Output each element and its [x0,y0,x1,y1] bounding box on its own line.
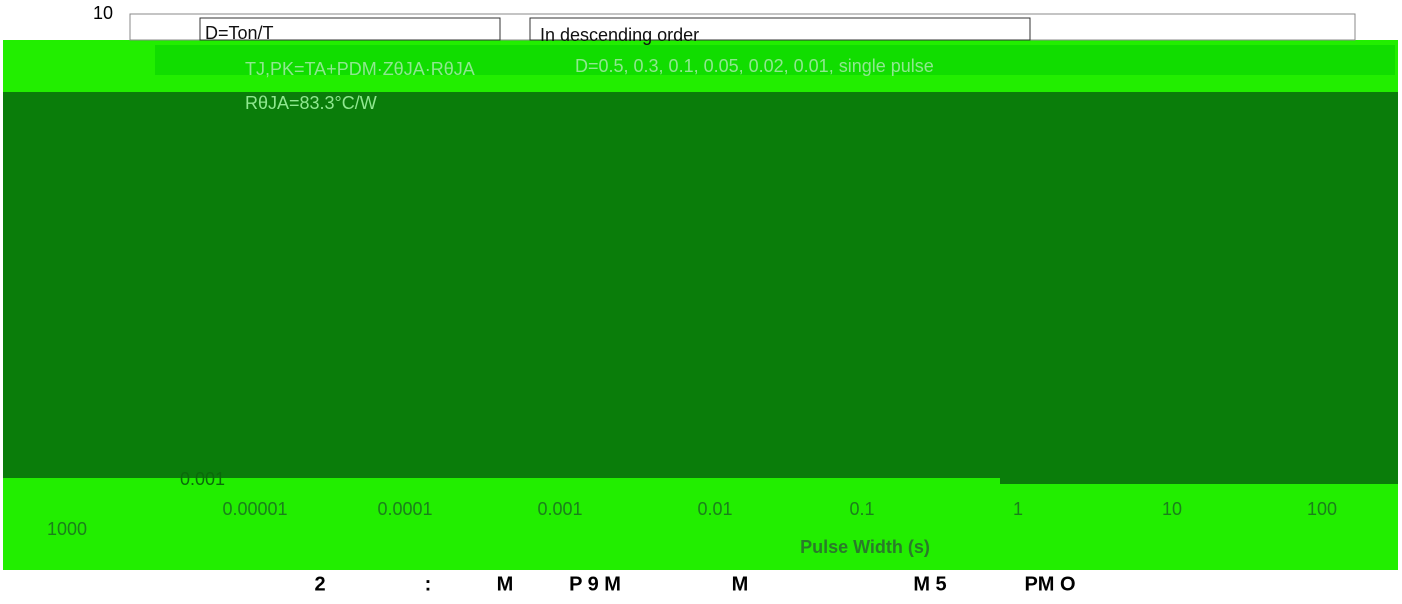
caption-text: M [732,573,749,595]
x-ticks: 0.00001 0.0001 0.001 0.01 0.1 1 10 100 [222,499,1337,519]
x-axis-title: Pulse Width (s) [800,537,930,557]
legend-text: RθJA=83.3°C/W [245,93,377,113]
axis-strip [1000,478,1398,484]
x-tick-label: 0.1 [849,499,874,519]
legend-text: D=Ton/T [205,23,274,43]
x-tick-label: 1 [1013,499,1023,519]
x-tick-label: 10 [1162,499,1182,519]
legend-text: TJ,PK=TA+PDM·ZθJA·RθJA [245,59,475,79]
x-tick-label: 100 [1307,499,1337,519]
caption-text: P 9 M [569,573,621,595]
caption-text: M 5 [913,573,946,595]
caption: 2: M P 9 M M M 5 PM O [314,573,1075,595]
caption-text: : [425,573,432,595]
y-tick-label: 10 [93,3,113,23]
x-tick-label: 0.001 [537,499,582,519]
plot-area [3,92,1398,478]
x-tick-label: 0.00001 [222,499,287,519]
x-tick-label: 0.0001 [377,499,432,519]
y-tick-label: 1000 [47,519,87,539]
legend-box [199,17,501,41]
legend-box [529,17,1031,41]
x-tick-label: 0.01 [697,499,732,519]
legend-text: In descending order [540,25,699,45]
legend-text: D=0.5, 0.3, 0.1, 0.05, 0.02, 0.01, singl… [575,56,934,76]
caption-text: M [497,573,514,595]
y-tick-label: 0.001 [180,469,225,489]
legend-band [155,45,1395,75]
caption-text: 2 [314,573,325,595]
caption-text: PM O [1024,573,1075,595]
